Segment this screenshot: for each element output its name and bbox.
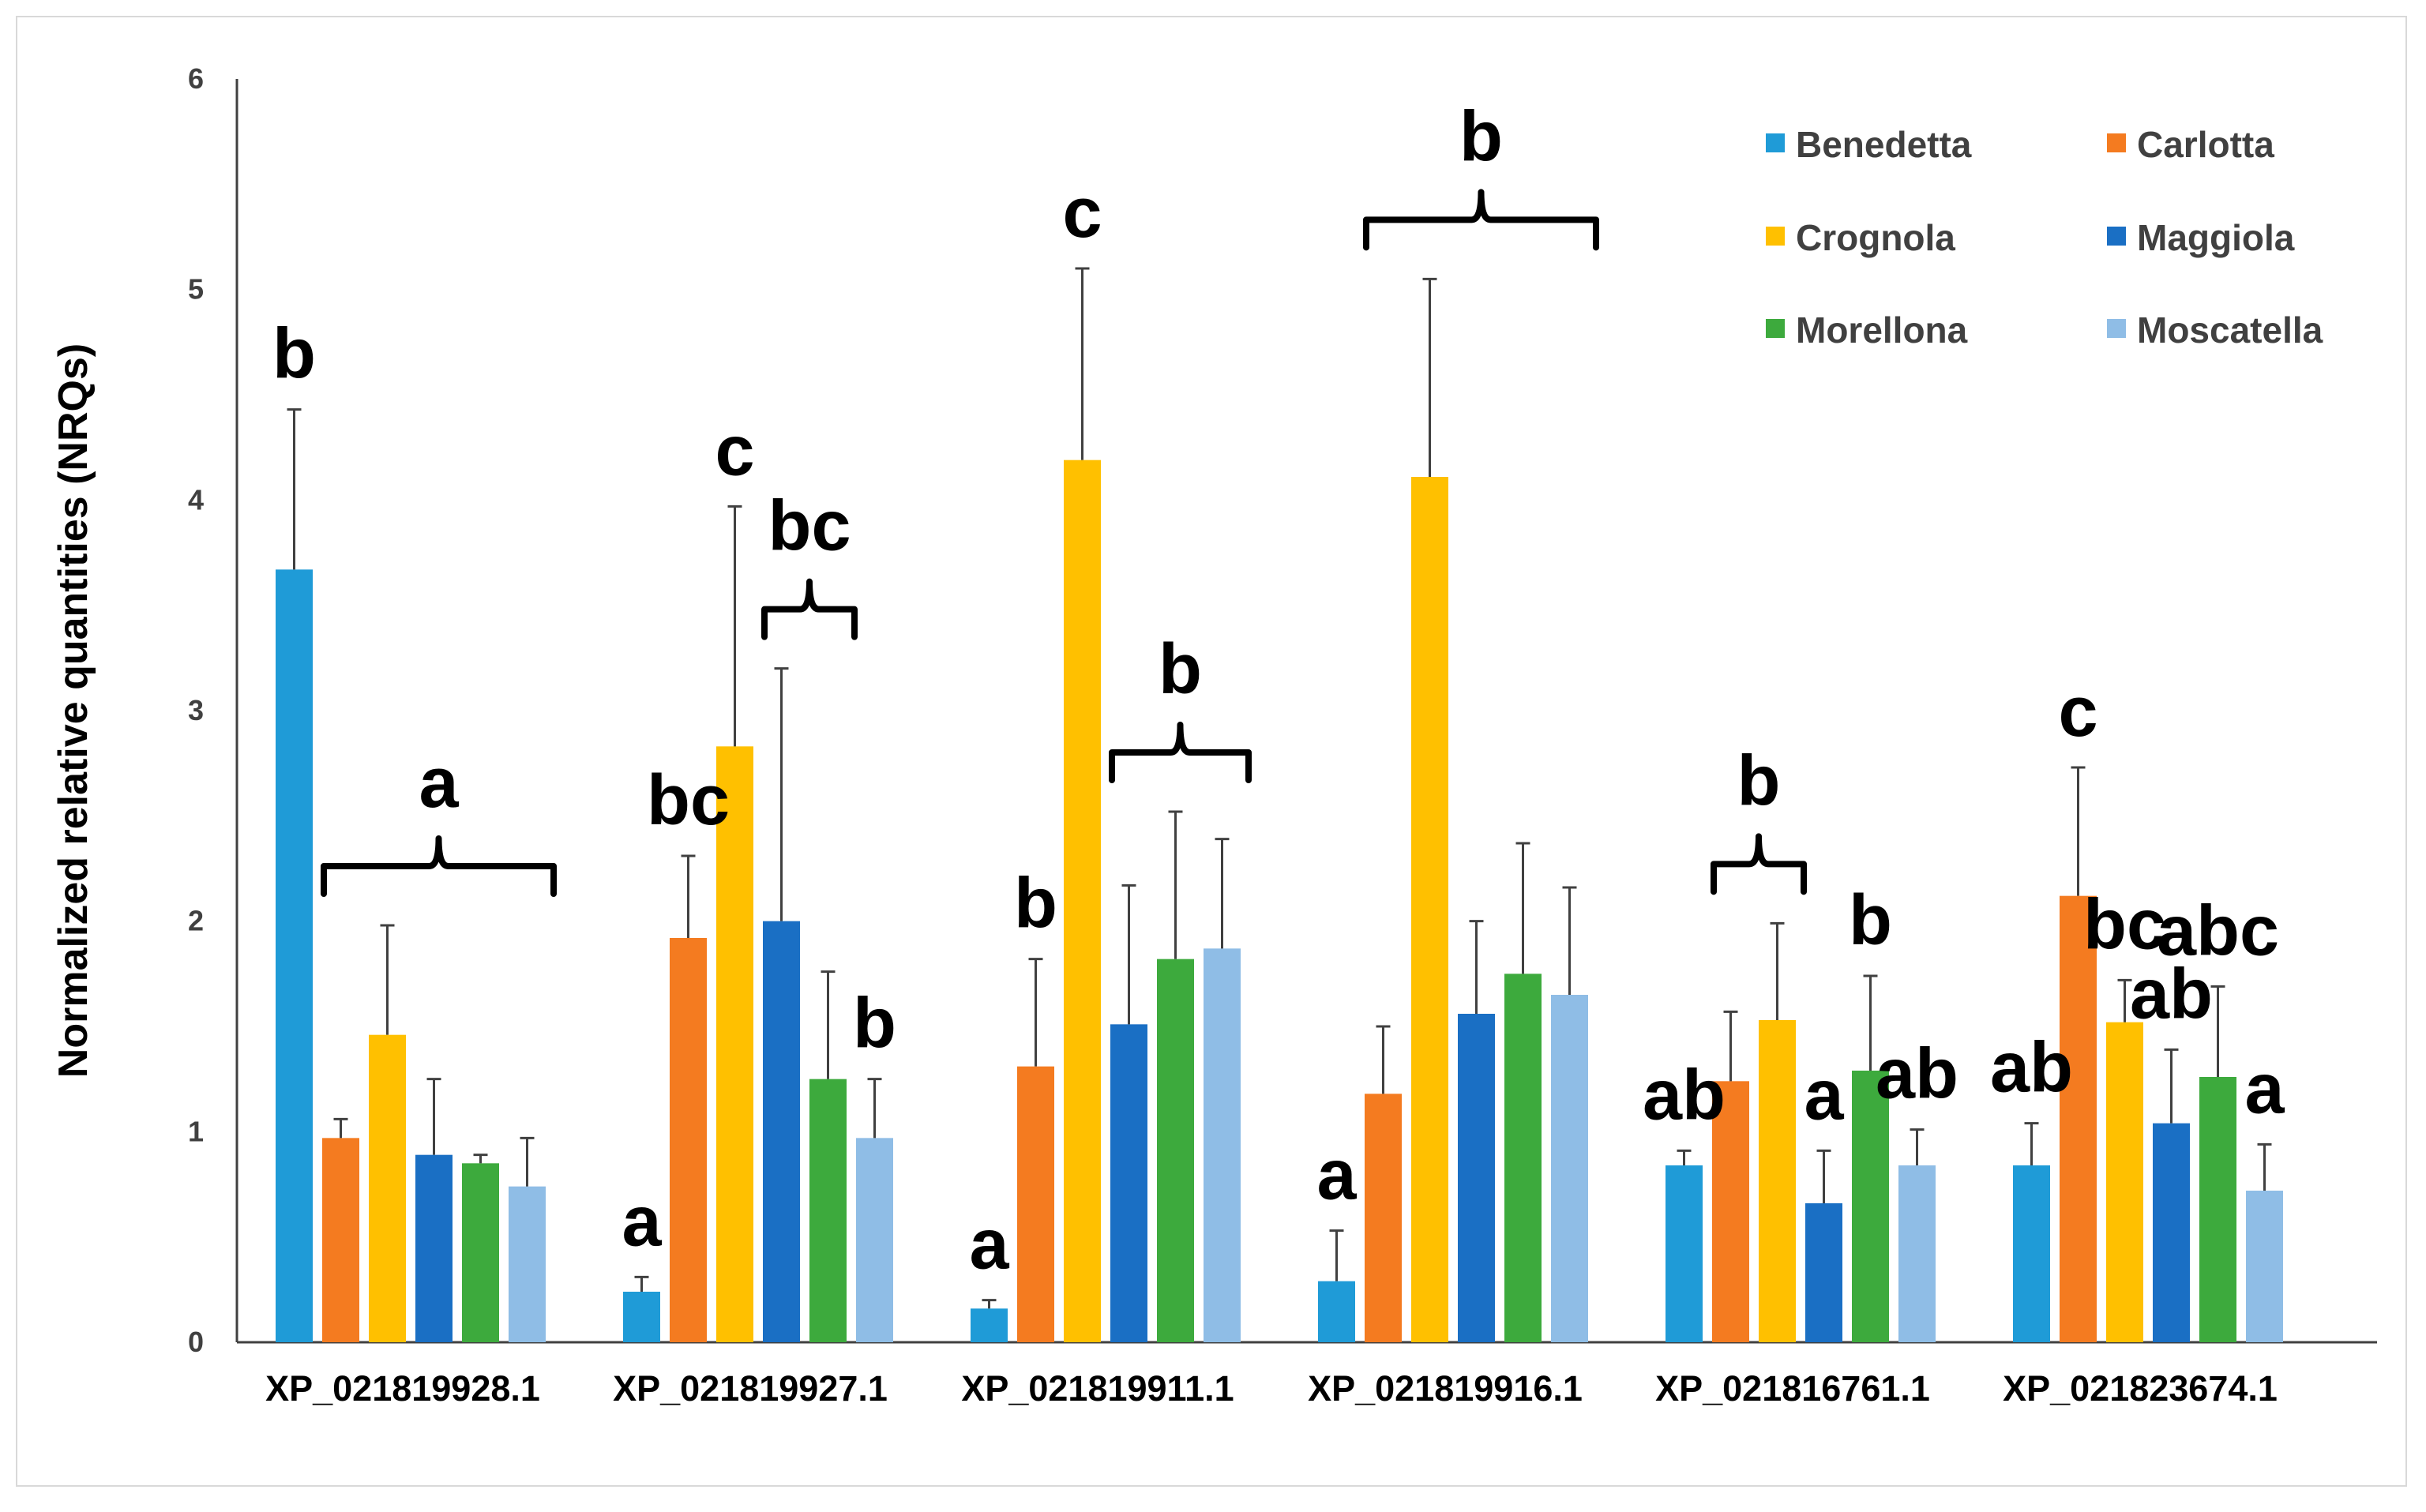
x-tick-label: XP_021819928.1	[265, 1368, 540, 1409]
x-tick-label: XP_021819927.1	[613, 1368, 888, 1409]
y-tick-label: 5	[188, 273, 204, 306]
bar	[2013, 1165, 2050, 1342]
y-tick-label: 0	[188, 1326, 204, 1358]
bar	[856, 1138, 893, 1342]
significance-letter: b	[1849, 881, 1892, 960]
bar	[1318, 1281, 1355, 1342]
significance-letter: bc	[768, 487, 851, 566]
significance-letter: a	[969, 1206, 1009, 1285]
significance-letter: c	[2058, 673, 2097, 752]
significance-letter: bc	[2083, 885, 2166, 964]
y-axis: 0 1 2 3 4 5 6	[188, 62, 238, 1358]
significance-letter: ab	[2130, 955, 2213, 1034]
y-tick-label: 6	[188, 62, 204, 95]
legend-label: Crognola	[1796, 217, 1955, 258]
bar	[369, 1034, 406, 1342]
y-tick-label: 3	[188, 694, 204, 726]
bar	[1110, 1024, 1147, 1342]
bars	[276, 460, 2283, 1342]
bar	[1157, 959, 1194, 1342]
bar	[716, 746, 753, 1342]
significance-brace	[1109, 722, 1252, 783]
bar	[623, 1292, 660, 1342]
significance-brace	[321, 835, 557, 897]
significance-letter: a	[622, 1182, 662, 1261]
y-tick-label: 4	[188, 483, 204, 516]
significance-letter: b	[1159, 630, 1202, 709]
legend-label: Maggiola	[2137, 217, 2295, 258]
bar	[2153, 1123, 2190, 1342]
legend-swatch	[2107, 319, 2126, 338]
significance-letter: b	[1737, 741, 1781, 820]
x-tick-label: XP_021823674.1	[2003, 1368, 2278, 1409]
legend-swatch	[1766, 319, 1785, 338]
significance-letter: b	[1459, 97, 1503, 176]
bar	[415, 1154, 453, 1342]
significance-letter: b	[1014, 865, 1057, 944]
bar	[1898, 1165, 1936, 1342]
bar	[1504, 974, 1542, 1342]
bar	[1458, 1014, 1495, 1342]
significance-letter: c	[1062, 174, 1102, 253]
legend-swatch	[1766, 133, 1785, 152]
bar	[462, 1163, 499, 1342]
bar	[509, 1186, 546, 1342]
bar	[971, 1308, 1008, 1342]
bar	[2246, 1191, 2283, 1342]
bar	[2060, 895, 2097, 1342]
bar	[1805, 1203, 1842, 1342]
x-tick-label: XP_021816761.1	[1655, 1368, 1930, 1409]
bar	[322, 1138, 359, 1342]
significance-brace	[1363, 189, 1599, 251]
significance-letter: ab	[1876, 1035, 1958, 1114]
bar	[1852, 1071, 1889, 1342]
y-axis-label: Normalized relative quantities (NRQs)	[51, 343, 96, 1078]
significance-letter: ab	[1643, 1056, 1726, 1135]
bar	[276, 569, 313, 1342]
bar	[1365, 1094, 1402, 1342]
significance-letter: a	[1804, 1056, 1844, 1135]
significance-letter: abc	[2157, 891, 2279, 970]
legend-label: Carlotta	[2137, 124, 2274, 165]
legend: Benedetta Carlotta Crognola Maggiola Morello…	[1766, 124, 2323, 351]
bar	[1017, 1066, 1054, 1342]
significance-letter: bc	[647, 761, 730, 840]
bar	[1204, 948, 1241, 1342]
significance-letter: a	[419, 744, 459, 823]
bar	[670, 938, 707, 1342]
legend-swatch	[1766, 227, 1785, 246]
bar	[1064, 460, 1101, 1342]
significance-brace	[761, 578, 858, 640]
y-tick-label: 1	[188, 1115, 204, 1147]
significance-letter: ab	[1990, 1029, 2073, 1108]
legend-swatch	[2107, 227, 2126, 246]
significance-letter: a	[2244, 1049, 2285, 1128]
legend-label: Benedetta	[1796, 124, 1972, 165]
significance-letter: b	[272, 315, 316, 394]
legend-label: Moscatella	[2137, 310, 2323, 351]
significance-letter: c	[715, 411, 754, 490]
x-tick-label: XP_021819911.1	[961, 1368, 1234, 1409]
legend-label: Morellona	[1796, 310, 1968, 351]
error-bars	[287, 267, 2272, 1309]
bar	[1666, 1165, 1703, 1342]
y-tick-label: 2	[188, 905, 204, 937]
bar	[1551, 995, 1588, 1342]
legend-swatch	[2107, 133, 2126, 152]
bar	[763, 921, 800, 1342]
x-tick-label: XP_021819916.1	[1308, 1368, 1583, 1409]
significance-letter: b	[853, 985, 896, 1064]
bar	[1411, 477, 1448, 1342]
bar	[809, 1079, 847, 1342]
bar	[2106, 1022, 2143, 1342]
bar	[2199, 1077, 2236, 1342]
bar	[1759, 1020, 1796, 1342]
significance-letter: a	[1316, 1136, 1357, 1215]
bar	[1712, 1081, 1749, 1342]
x-axis: XP_021819928.1 XP_021819927.1 XP_021819911…	[237, 1341, 2377, 1409]
significance-brace	[1711, 833, 1807, 895]
